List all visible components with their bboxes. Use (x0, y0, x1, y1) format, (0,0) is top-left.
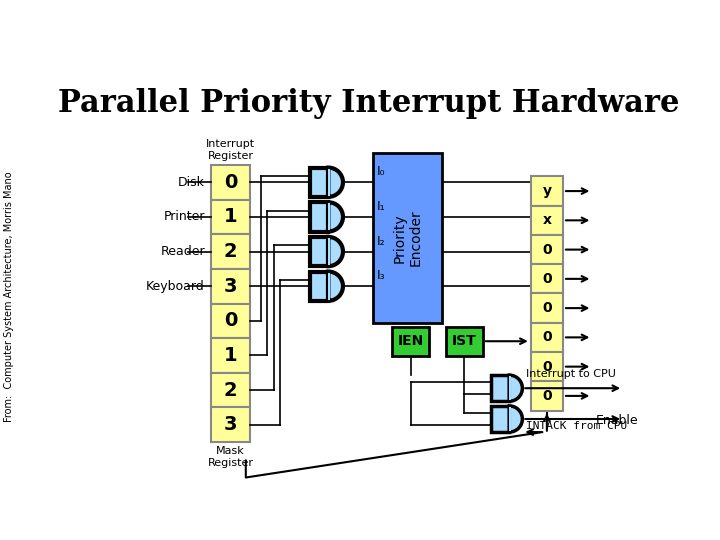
Text: I₀: I₀ (377, 165, 385, 178)
Bar (531, 177, 563, 206)
Text: IST: IST (452, 334, 477, 348)
Bar (211, 200, 250, 234)
Text: 3: 3 (224, 415, 237, 434)
Text: 0: 0 (542, 272, 552, 286)
Bar (211, 373, 250, 408)
Bar (508, 407, 510, 431)
Text: Reader: Reader (161, 245, 205, 258)
Bar (508, 376, 510, 400)
Text: Disk: Disk (178, 176, 205, 188)
Bar (211, 408, 250, 442)
Wedge shape (509, 375, 523, 401)
Bar (211, 234, 250, 269)
Bar (328, 168, 330, 195)
Bar (490, 375, 509, 401)
Bar (211, 165, 250, 200)
Wedge shape (328, 272, 343, 301)
Bar (392, 327, 429, 356)
Text: Enable: Enable (595, 414, 638, 427)
Text: IEN: IEN (397, 334, 423, 348)
Bar (328, 273, 330, 300)
Text: 0: 0 (542, 360, 552, 374)
Text: 0: 0 (542, 242, 552, 256)
Text: 0: 0 (542, 330, 552, 345)
Bar (211, 303, 250, 338)
Text: Mask
Register: Mask Register (207, 446, 253, 468)
Wedge shape (328, 167, 343, 197)
Text: INTACK from CPU: INTACK from CPU (526, 421, 628, 431)
Text: Priority
Encoder: Priority Encoder (392, 210, 423, 266)
Bar (490, 406, 509, 432)
Text: 1: 1 (224, 346, 237, 365)
Bar (531, 323, 563, 352)
Text: 3: 3 (224, 276, 237, 296)
Text: From:  Computer System Architecture, Morris Mano: From: Computer System Architecture, Morr… (4, 172, 14, 422)
Text: 1: 1 (224, 207, 237, 226)
Bar (446, 327, 483, 356)
Text: y: y (542, 184, 552, 198)
Bar (310, 202, 328, 232)
Text: x: x (542, 213, 552, 227)
Bar (531, 206, 563, 235)
Text: 0: 0 (224, 173, 237, 192)
Text: Interrupt
Register: Interrupt Register (206, 139, 255, 161)
Text: 2: 2 (224, 381, 237, 400)
Bar (531, 352, 563, 381)
Bar (310, 167, 328, 197)
Bar (310, 272, 328, 301)
Bar (531, 264, 563, 294)
Bar (211, 338, 250, 373)
Bar (310, 237, 328, 266)
Bar (531, 294, 563, 323)
Text: I₁: I₁ (377, 200, 385, 213)
Text: Interrupt to CPU: Interrupt to CPU (526, 369, 616, 379)
Text: 0: 0 (542, 389, 552, 403)
Text: Printer: Printer (163, 211, 205, 224)
Bar (211, 269, 250, 303)
Text: Parallel Priority Interrupt Hardware: Parallel Priority Interrupt Hardware (58, 88, 680, 119)
Text: 2: 2 (224, 242, 237, 261)
Text: Keyboard: Keyboard (146, 280, 205, 293)
Text: I₃: I₃ (377, 269, 385, 282)
Wedge shape (328, 237, 343, 266)
Text: 0: 0 (542, 301, 552, 315)
Bar (531, 381, 563, 410)
Text: 0: 0 (224, 312, 237, 330)
Wedge shape (328, 202, 343, 232)
Text: I₂: I₂ (377, 235, 385, 248)
Bar (328, 238, 330, 265)
Wedge shape (509, 406, 523, 432)
Bar (531, 235, 563, 264)
Bar (328, 204, 330, 231)
Bar (373, 153, 442, 323)
